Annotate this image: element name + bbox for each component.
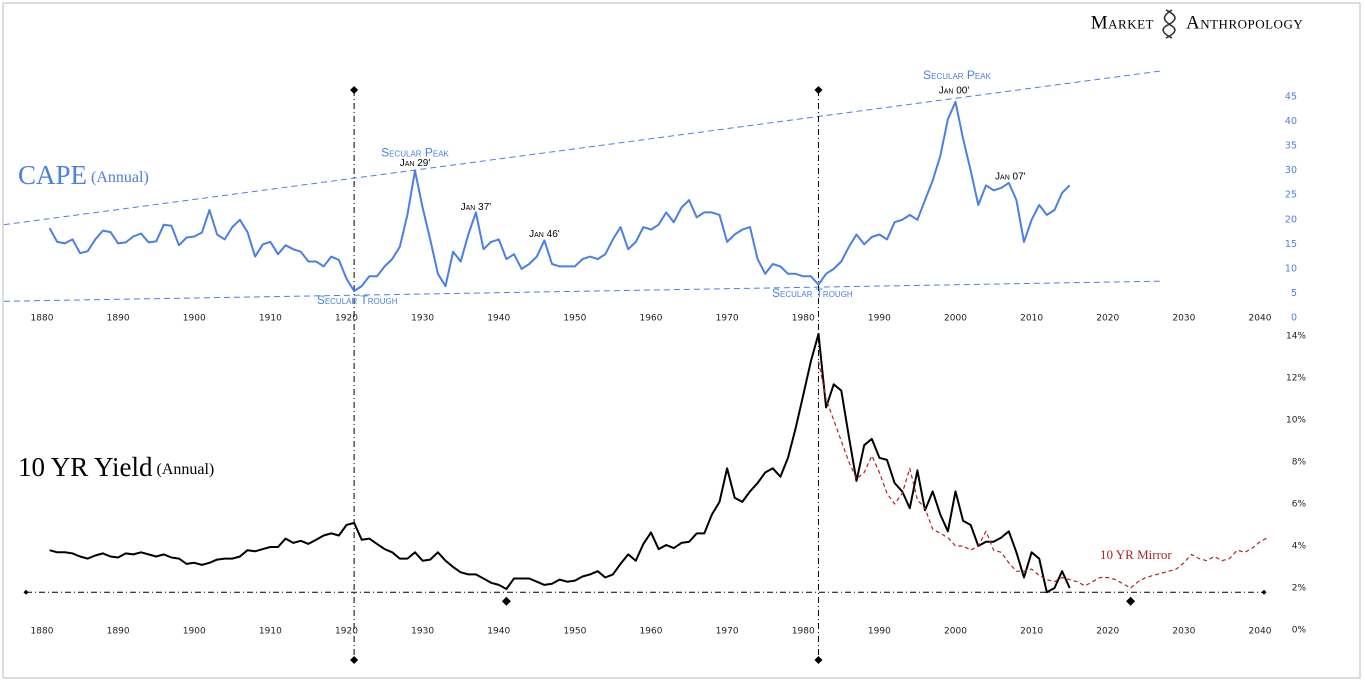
y-tick-label: 25	[1285, 190, 1297, 201]
x-tick-label: 1910	[259, 314, 282, 324]
reference-marker	[814, 86, 823, 94]
x-tick-label: 1950	[563, 314, 586, 324]
y-tick-label: 6%	[1292, 500, 1307, 510]
panel-title: 10 YR Yield (Annual)	[18, 452, 214, 482]
y-tick-label: 10%	[1286, 416, 1306, 426]
x-tick-label: 1920	[335, 314, 358, 324]
x-tick-label: 2040	[1249, 314, 1272, 324]
x-tick-label: 1990	[868, 627, 891, 637]
x-tick-label: 2000	[944, 627, 967, 637]
annotation: Secular Peak	[381, 146, 449, 160]
reference-marker	[1126, 596, 1136, 606]
x-tick-label: 1900	[183, 314, 206, 324]
trend-line	[3, 70, 1162, 226]
y-tick-label: 4%	[1292, 542, 1307, 552]
title-main: 10 YR Yield	[18, 452, 153, 482]
x-tick-label: 1890	[107, 627, 130, 637]
series-line	[49, 332, 1071, 594]
x-tick-label: 1980	[792, 314, 815, 324]
x-tick-label: 1980	[792, 627, 815, 637]
reference-marker	[501, 596, 511, 606]
y-tick-label: 45	[1285, 92, 1297, 103]
series-line	[817, 361, 1268, 589]
x-tick-label: 1900	[183, 627, 206, 637]
y-tick-label: 10	[1285, 263, 1297, 274]
x-tick-label: 1970	[716, 627, 739, 637]
title-sub: (Annual)	[157, 461, 215, 478]
reference-marker	[350, 656, 359, 664]
x-tick-label: 1930	[411, 627, 434, 637]
x-tick-label: 1970	[716, 314, 739, 324]
x-tick-label: 1920	[335, 627, 358, 637]
x-tick-label: 1990	[868, 314, 891, 324]
annotation: Secular Peak	[923, 68, 991, 82]
title-main: CAPE	[18, 160, 87, 190]
annotation: Secular Trough	[772, 286, 853, 300]
y-tick-label: 2%	[1292, 584, 1307, 594]
y-tick-label: 0	[1291, 313, 1297, 324]
annotation: Jan 07'	[995, 172, 1026, 183]
x-tick-label: 1880	[31, 314, 54, 324]
x-tick-label: 2030	[1172, 627, 1195, 637]
y-tick-label: 8%	[1292, 458, 1307, 468]
annotation: Jan 46'	[529, 229, 560, 240]
y-tick-label: 20	[1285, 214, 1297, 225]
reference-marker	[350, 86, 359, 94]
x-tick-label: 1930	[411, 314, 434, 324]
x-tick-label: 2030	[1172, 314, 1195, 324]
y-tick-label: 5	[1291, 288, 1297, 299]
y-tick-label: 30	[1285, 165, 1297, 176]
annotation: Jan 00'	[939, 86, 970, 97]
series-label: 10 YR Mirror	[1100, 547, 1172, 562]
reference-marker	[1261, 589, 1267, 595]
y-tick-label: 40	[1285, 116, 1297, 127]
x-tick-label: 2010	[1020, 627, 1043, 637]
annotation: Jan 29'	[400, 158, 431, 169]
y-tick-label: 12%	[1286, 374, 1306, 384]
x-tick-label: 1940	[487, 314, 510, 324]
x-tick-label: 1940	[487, 627, 510, 637]
series-line	[48, 100, 1071, 292]
annotation: Secular Trough	[317, 293, 398, 307]
annotation: Jan 37'	[461, 202, 492, 213]
x-tick-label: 2020	[1096, 314, 1119, 324]
y-tick-label: 15	[1285, 239, 1297, 250]
reference-marker	[814, 656, 823, 664]
trend-line	[3, 280, 1162, 302]
x-tick-label: 1960	[640, 627, 663, 637]
x-tick-label: 2020	[1096, 627, 1119, 637]
x-tick-label: 1960	[640, 314, 663, 324]
y-tick-label: 35	[1285, 141, 1297, 152]
x-tick-label: 1950	[563, 627, 586, 637]
panel-title: CAPE (Annual)	[18, 160, 149, 190]
x-tick-label: 1910	[259, 627, 282, 637]
brand-right: Anthropology	[1186, 12, 1303, 33]
y-tick-label: 0%	[1292, 626, 1307, 636]
x-tick-label: 2040	[1249, 627, 1272, 637]
x-tick-label: 2010	[1020, 314, 1043, 324]
x-tick-label: 1880	[31, 627, 54, 637]
brand-left: Market	[1091, 12, 1154, 33]
brand-icon	[1162, 9, 1176, 39]
title-sub: (Annual)	[91, 169, 149, 186]
y-tick-label: 14%	[1286, 332, 1306, 342]
reference-marker	[23, 589, 29, 595]
x-tick-label: 2000	[944, 314, 967, 324]
x-tick-label: 1890	[107, 314, 130, 324]
